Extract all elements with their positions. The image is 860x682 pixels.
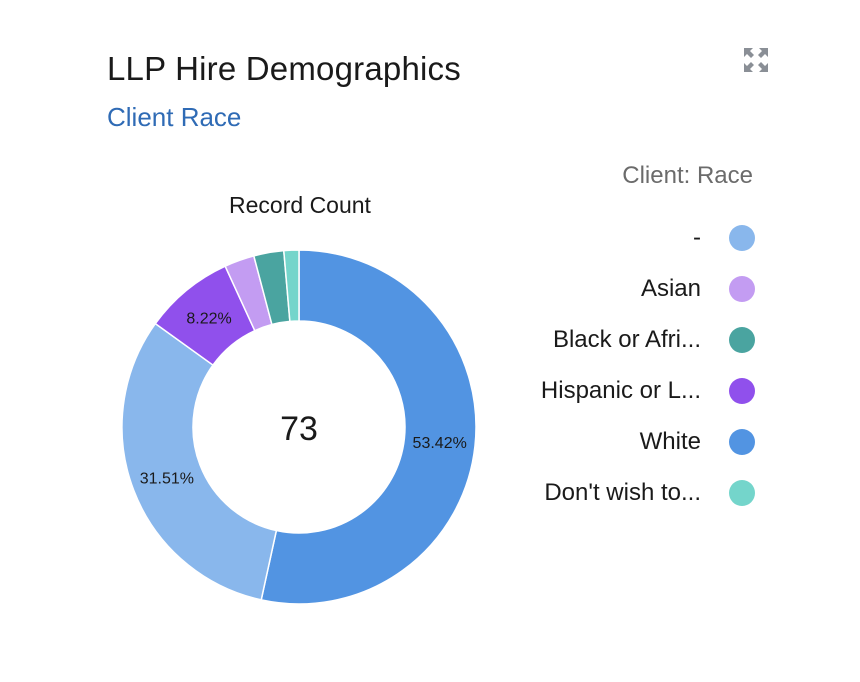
legend-swatch	[729, 224, 755, 251]
legend-label: Black or Afri...	[552, 325, 701, 353]
legend-label: Hispanic or L...	[540, 376, 701, 404]
slice-label-blank: 31.51%	[140, 471, 194, 488]
slice-white[interactable]	[260, 249, 477, 605]
legend: - Asian Black or Afri... Hispanic or L... Wh…	[470, 212, 760, 518]
center-total-value: 73	[280, 410, 318, 448]
chart-subtitle: Client Race	[107, 102, 242, 132]
legend-swatch	[729, 479, 755, 506]
legend-label: -	[693, 223, 701, 251]
legend-swatch	[729, 428, 755, 455]
slice-label-white: 53.42%	[413, 435, 467, 452]
legend-label: Asian	[640, 274, 701, 302]
legend-item-asian[interactable]: Asian	[470, 263, 760, 314]
legend-label: Don't wish to...	[544, 478, 701, 506]
legend-item-white[interactable]: White	[470, 416, 760, 467]
slice-label-hispanic-or-l: 8.22%	[186, 311, 231, 328]
legend-item-don-t-wish-to[interactable]: Don't wish to...	[470, 467, 760, 518]
legend-swatch	[729, 275, 755, 302]
expand-icon	[744, 48, 768, 72]
legend-item-hispanic-or-l[interactable]: Hispanic or L...	[470, 365, 760, 416]
legend-label: White	[639, 427, 701, 455]
expand-button[interactable]	[740, 44, 772, 76]
legend-title: Client: Race	[622, 162, 753, 189]
metric-label: Record Count	[229, 192, 371, 218]
chart-title: LLP Hire Demographics	[107, 50, 461, 87]
slice-blank[interactable]	[121, 322, 278, 601]
legend-item-blank[interactable]: -	[470, 212, 760, 263]
slice-don-t-wish-to[interactable]	[282, 249, 300, 323]
legend-swatch	[729, 377, 755, 404]
legend-item-black-or-afri[interactable]: Black or Afri...	[470, 314, 760, 365]
legend-swatch	[729, 326, 755, 353]
